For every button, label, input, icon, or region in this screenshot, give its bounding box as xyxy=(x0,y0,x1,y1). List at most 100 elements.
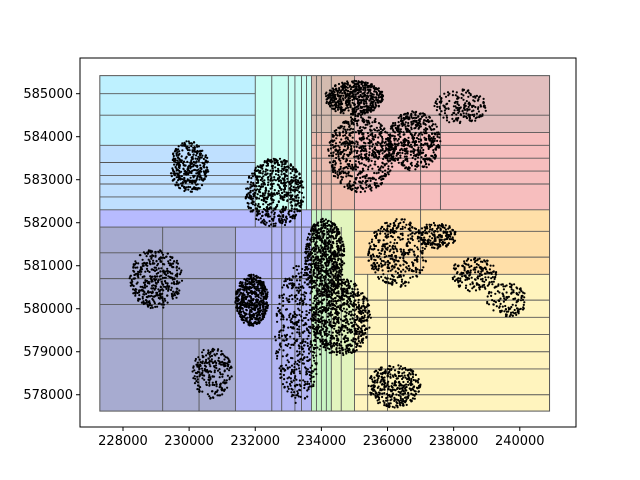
scatter-point xyxy=(243,278,246,281)
scatter-point xyxy=(165,255,168,258)
scatter-point xyxy=(304,256,307,259)
scatter-point xyxy=(289,219,292,223)
scatter-point xyxy=(258,185,261,188)
scatter-point xyxy=(359,327,362,330)
scatter-point xyxy=(266,293,269,296)
scatter-point xyxy=(379,123,382,126)
scatter-point xyxy=(175,290,178,293)
scatter-point xyxy=(295,383,298,386)
scatter-point xyxy=(158,293,161,296)
scatter-point xyxy=(289,194,292,197)
scatter-point xyxy=(300,293,303,296)
scatter-point xyxy=(295,324,298,327)
scatter-point xyxy=(283,186,287,189)
scatter-point xyxy=(266,203,270,206)
scatter-point xyxy=(319,292,322,295)
scatter-point xyxy=(263,220,266,223)
scatter-point xyxy=(302,379,305,382)
scatter-point xyxy=(133,270,136,273)
scatter-point xyxy=(325,273,328,276)
scatter-point xyxy=(266,210,269,213)
scatter-point xyxy=(297,272,300,275)
scatter-point xyxy=(348,125,351,128)
scatter-point xyxy=(175,269,179,272)
scatter-point xyxy=(340,278,344,281)
scatter-point xyxy=(348,347,351,350)
scatter-point xyxy=(245,304,248,307)
scatter-point xyxy=(164,280,167,283)
scatter-point xyxy=(328,268,331,271)
scatter-point xyxy=(359,341,362,344)
scatter-point xyxy=(172,170,175,173)
scatter-point xyxy=(360,182,363,185)
scatter-point xyxy=(323,332,326,335)
scatter-point xyxy=(269,179,272,182)
scatter-point xyxy=(320,224,323,227)
scatter-point xyxy=(338,307,342,311)
scatter-point xyxy=(237,312,240,315)
scatter-point xyxy=(381,140,384,143)
scatter-point xyxy=(301,341,304,344)
scatter-point xyxy=(235,292,238,295)
scatter-point xyxy=(360,162,363,165)
scatter-point xyxy=(302,286,305,289)
scatter-point xyxy=(242,304,245,307)
scatter-point xyxy=(192,164,195,167)
scatter-point xyxy=(342,141,345,144)
scatter-point xyxy=(278,348,281,351)
scatter-point xyxy=(242,318,245,322)
scatter-point xyxy=(251,175,254,178)
scatter-point xyxy=(164,285,167,289)
scatter-point xyxy=(292,394,295,397)
scatter-point xyxy=(364,175,367,178)
scatter-point xyxy=(349,159,352,163)
scatter-point xyxy=(147,295,150,298)
scatter-point xyxy=(302,344,306,347)
scatter-point xyxy=(282,304,285,307)
scatter-point xyxy=(248,319,251,322)
scatter-point xyxy=(300,345,303,349)
scatter-point xyxy=(270,172,273,175)
scatter-point xyxy=(199,154,202,157)
scatter-point xyxy=(256,193,259,196)
scatter-point xyxy=(176,275,179,278)
scatter-point xyxy=(357,335,360,338)
scatter-point xyxy=(317,248,321,251)
scatter-point xyxy=(299,372,302,375)
scatter-point xyxy=(313,295,316,298)
scatter-point xyxy=(271,167,274,170)
scatter-point xyxy=(178,289,181,292)
scatter-point xyxy=(370,189,373,192)
scatter-point xyxy=(170,175,173,178)
scatter-point xyxy=(145,292,148,295)
scatter-point xyxy=(158,302,161,305)
scatter-point xyxy=(269,174,272,177)
scatter-point xyxy=(283,165,286,168)
scatter-point xyxy=(180,160,183,164)
scatter-point xyxy=(369,129,372,132)
scatter-point xyxy=(278,157,282,160)
scatter-point xyxy=(309,326,312,329)
scatter-point xyxy=(334,237,337,240)
scatter-point xyxy=(306,337,309,340)
scatter-point xyxy=(330,234,333,237)
scatter-point xyxy=(357,305,361,308)
scatter-point xyxy=(266,164,269,167)
scatter-point xyxy=(285,297,288,300)
scatter-point xyxy=(318,330,321,333)
plot-area xyxy=(99,75,551,412)
scatter-point xyxy=(266,176,269,179)
scatter-point xyxy=(334,322,337,325)
scatter-point xyxy=(294,313,297,316)
scatter-point xyxy=(188,181,191,184)
scatter-point xyxy=(240,318,243,321)
scatter-point xyxy=(356,186,360,189)
scatter-point xyxy=(330,299,333,302)
scatter-point xyxy=(194,164,197,167)
scatter-point xyxy=(340,295,343,298)
scatter-point xyxy=(148,304,151,307)
scatter-point xyxy=(310,286,313,289)
scatter-point xyxy=(359,317,363,321)
scatter-point xyxy=(246,293,249,296)
scatter-point xyxy=(290,215,293,218)
